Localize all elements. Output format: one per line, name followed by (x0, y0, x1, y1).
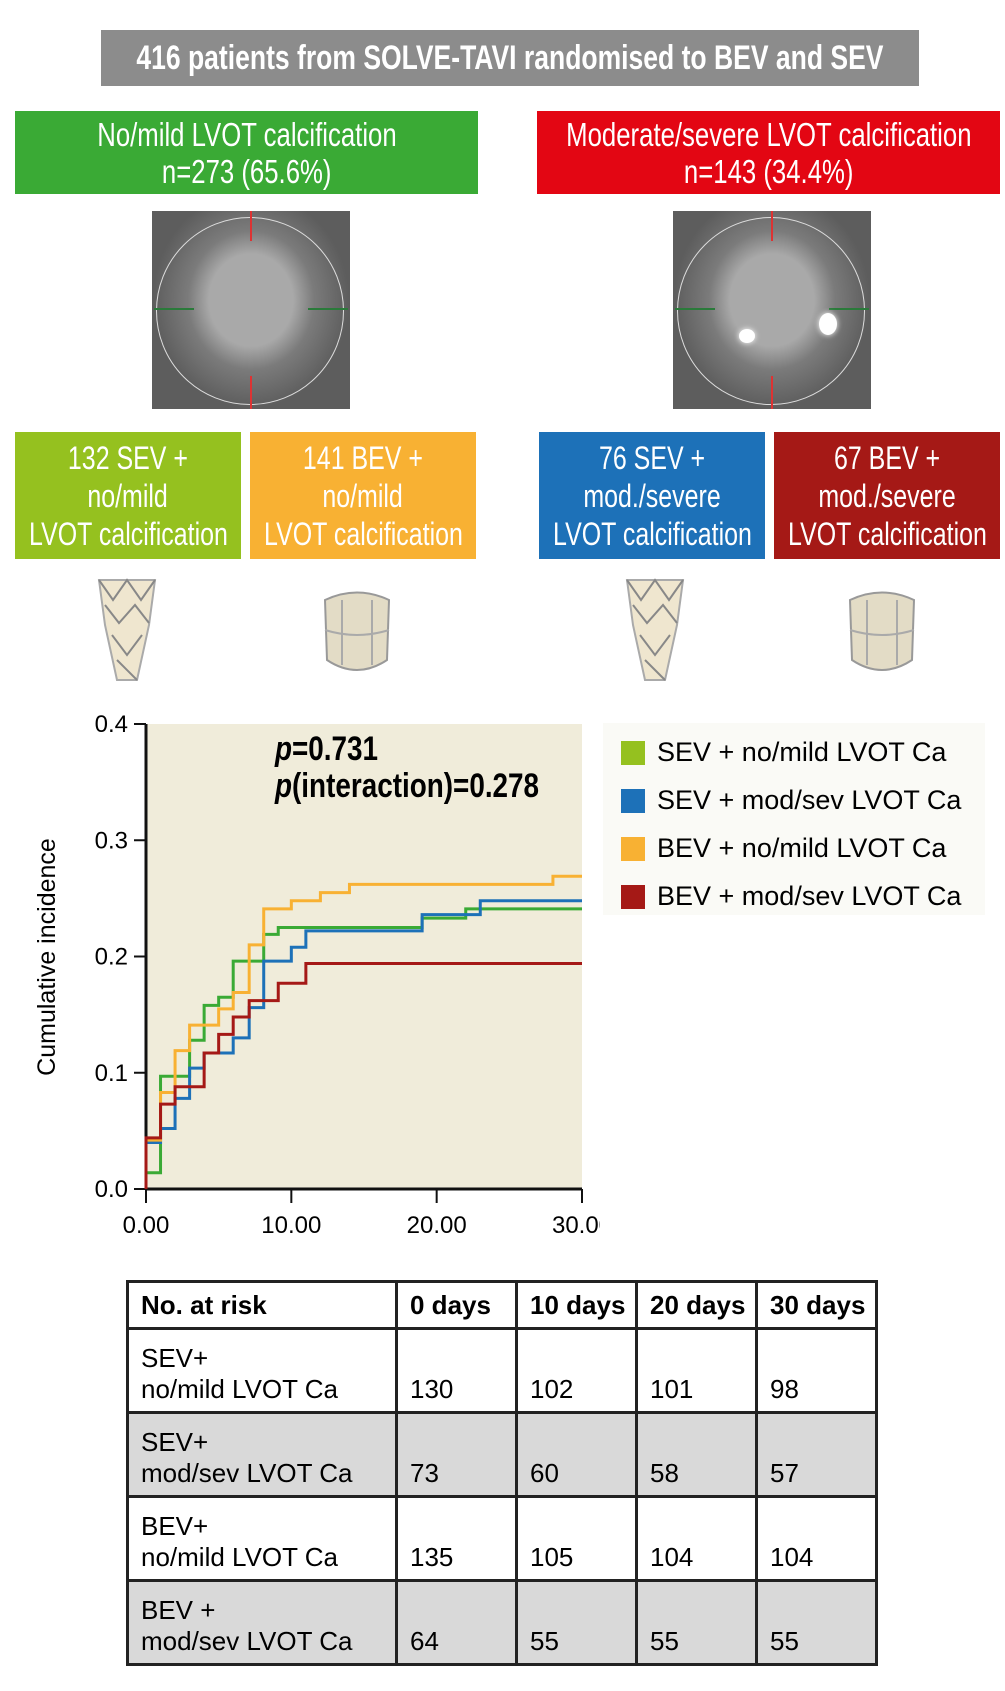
subgroup-line: no/mild (87, 477, 169, 514)
row-label-line: BEV+ (141, 1511, 209, 1541)
cell: 98 (755, 1327, 878, 1414)
cell: 60 (515, 1411, 638, 1498)
cell: 73 (395, 1411, 518, 1498)
row-label: BEV + mod/sev LVOT Ca (126, 1579, 398, 1666)
header-cell: 30 days (755, 1280, 878, 1330)
row-label-line: no/mild LVOT Ca (141, 1542, 339, 1572)
y-tick-label: 0.1 (95, 1060, 128, 1087)
row-label: BEV+ no/mild LVOT Ca (126, 1495, 398, 1582)
cell: 58 (635, 1411, 758, 1498)
subgroup-line: 67 BEV + (833, 439, 941, 476)
cell: 101 (635, 1327, 758, 1414)
cell: 135 (395, 1495, 518, 1582)
row-label: SEV+ mod/sev LVOT Ca (126, 1411, 398, 1498)
legend-swatch (621, 740, 645, 765)
legend-label: BEV + no/mild LVOT Ca (657, 833, 947, 863)
p-value-annotation: p=0.731 (274, 729, 378, 767)
self-expanding-valve-icon (97, 578, 157, 681)
legend-item: SEV + no/mild LVOT Ca (621, 737, 946, 768)
table-header-row: No. at risk 0 days 10 days 20 days 30 da… (126, 1280, 878, 1330)
y-tick-label: 0.2 (95, 944, 128, 971)
x-tick-label: 20.00 (407, 1212, 467, 1239)
row-label-line: mod/sev LVOT Ca (141, 1458, 353, 1488)
group-label: Moderate/severe LVOT calcification (565, 115, 972, 153)
x-tick-label: 30.00 (552, 1212, 600, 1239)
legend-label: SEV + mod/sev LVOT Ca (657, 785, 962, 815)
header-cell: 20 days (635, 1280, 758, 1330)
cumulative-incidence-chart: 0.0 0.1 0.2 0.3 0.4 0.00 10.00 20.00 30.00 p=0.7… (33, 711, 600, 1239)
subgroup-line: mod./severe (583, 477, 721, 514)
cell: 55 (515, 1579, 638, 1666)
subgroup-line: LVOT calcification (263, 515, 463, 552)
ct-image-no-mild (152, 211, 350, 409)
table-row: BEV+ no/mild LVOT Ca 135 105 104 104 (126, 1495, 878, 1582)
subgroup-line: LVOT calcification (787, 515, 987, 552)
cell: 64 (395, 1579, 518, 1666)
legend-item: BEV + no/mild LVOT Ca (621, 833, 946, 864)
cell: 105 (515, 1495, 638, 1582)
table-row: SEV+ mod/sev LVOT Ca 73 60 58 57 (126, 1411, 878, 1498)
y-tick-label: 0.3 (95, 827, 128, 854)
row-label: SEV+ no/mild LVOT Ca (126, 1327, 398, 1414)
self-expanding-valve-icon (625, 578, 685, 681)
cell: 104 (635, 1495, 758, 1582)
row-label-line: mod/sev LVOT Ca (141, 1626, 353, 1656)
row-label-line: no/mild LVOT Ca (141, 1374, 339, 1404)
chart-legend: SEV + no/mild LVOT Ca SEV + mod/sev LVOT… (603, 723, 985, 915)
group-count: n=273 (65.6%) (161, 152, 332, 190)
cell: 102 (515, 1327, 638, 1414)
group-no-mild: No/mild LVOT calcification n=273 (65.6%) (15, 111, 478, 194)
legend-item: BEV + mod/sev LVOT Ca (621, 881, 961, 912)
subgroup-line: LVOT calcification (552, 515, 752, 552)
legend-swatch (621, 836, 645, 861)
subgroup-line: 76 SEV + (598, 439, 706, 476)
row-label-line: SEV+ (141, 1427, 209, 1457)
plot-area (146, 724, 582, 1189)
cell: 57 (755, 1411, 878, 1498)
subgroup-line: 132 SEV + (67, 439, 189, 476)
x-tick-label: 10.00 (261, 1212, 321, 1239)
y-tick-label: 0.0 (95, 1176, 128, 1203)
cell: 104 (755, 1495, 878, 1582)
subgroup-sev-no-mild: 132 SEV + no/mild LVOT calcification (15, 432, 241, 559)
y-axis-label: Cumulative incidence (33, 838, 61, 1076)
cell: 130 (395, 1327, 518, 1414)
x-tick-label: 0.00 (123, 1212, 170, 1239)
legend-swatch (621, 788, 645, 813)
subgroup-sev-mod-severe: 76 SEV + mod./severe LVOT calcification (539, 432, 765, 559)
subgroup-bev-no-mild: 141 BEV + no/mild LVOT calcification (250, 432, 476, 559)
balloon-expandable-valve-icon (323, 591, 391, 671)
title-banner: 416 patients from SOLVE-TAVI randomised … (101, 30, 919, 86)
table-row: SEV+ no/mild LVOT Ca 130 102 101 98 (126, 1327, 878, 1414)
y-tick-label: 0.4 (95, 711, 128, 738)
group-count: n=143 (34.4%) (683, 152, 854, 190)
group-mod-severe: Moderate/severe LVOT calcification n=143… (537, 111, 1000, 194)
header-cell: 0 days (395, 1280, 518, 1330)
legend-item: SEV + mod/sev LVOT Ca (621, 785, 961, 816)
legend-swatch (621, 884, 645, 909)
row-label-line: SEV+ (141, 1343, 209, 1373)
subgroup-line: 141 BEV + (302, 439, 424, 476)
series-line-sev-mod-sev-lvot-ca (144, 899, 582, 1189)
p-interaction-annotation: p(interaction)=0.278 (274, 766, 539, 804)
legend-label: SEV + no/mild LVOT Ca (657, 737, 947, 767)
subgroup-line: LVOT calcification (28, 515, 228, 552)
number-at-risk-table: No. at risk 0 days 10 days 20 days 30 da… (126, 1280, 878, 1666)
cell: 55 (755, 1579, 878, 1666)
balloon-expandable-valve-icon (848, 591, 916, 671)
table-row: BEV + mod/sev LVOT Ca 64 55 55 55 (126, 1579, 878, 1666)
header-cell: 10 days (515, 1280, 638, 1330)
ct-image-mod-severe (673, 211, 871, 409)
subgroup-line: mod./severe (818, 477, 956, 514)
series-line-bev-mod-sev-lvot-ca (144, 961, 582, 1189)
cell: 55 (635, 1579, 758, 1666)
row-label-line: BEV + (141, 1595, 216, 1625)
group-label: No/mild LVOT calcification (96, 115, 397, 153)
header-cell: No. at risk (126, 1280, 398, 1330)
legend-label: BEV + mod/sev LVOT Ca (657, 881, 962, 911)
subgroup-line: no/mild (322, 477, 404, 514)
subgroup-bev-mod-severe: 67 BEV + mod./severe LVOT calcification (774, 432, 1000, 559)
title-text: 416 patients from SOLVE-TAVI randomised … (136, 38, 884, 77)
